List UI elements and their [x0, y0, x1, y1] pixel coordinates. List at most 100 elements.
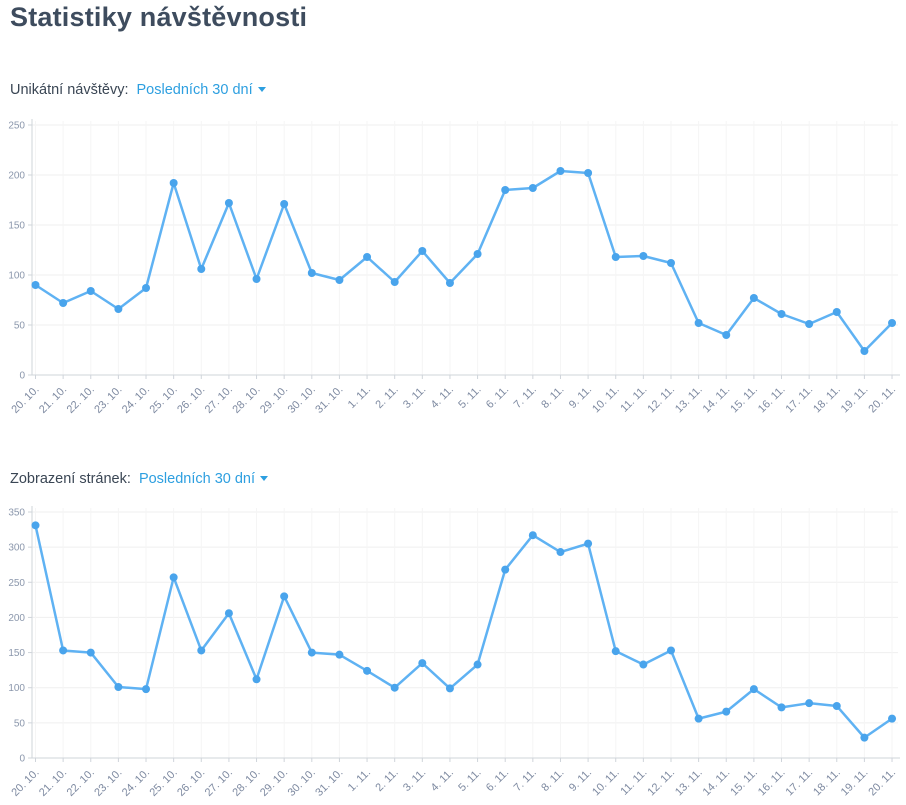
data-point[interactable]	[556, 548, 565, 557]
data-point[interactable]	[307, 648, 316, 657]
data-point[interactable]	[666, 646, 675, 655]
data-point[interactable]	[86, 648, 95, 657]
data-point[interactable]	[307, 269, 316, 277]
data-point[interactable]	[501, 565, 510, 574]
data-point[interactable]	[832, 701, 841, 710]
data-point[interactable]	[390, 278, 399, 286]
data-point[interactable]	[224, 609, 233, 618]
x-axis-label: 24. 10.	[120, 767, 152, 799]
data-point[interactable]	[888, 714, 897, 723]
x-axis-label: 25. 10.	[147, 384, 179, 416]
data-point[interactable]	[197, 265, 206, 273]
x-axis-label: 27. 10.	[203, 767, 235, 799]
data-point[interactable]	[390, 683, 399, 692]
data-point[interactable]	[722, 707, 731, 716]
data-point[interactable]	[611, 253, 620, 261]
data-point[interactable]	[805, 699, 814, 708]
x-axis-label: 17. 11.	[784, 384, 816, 416]
data-point[interactable]	[777, 310, 786, 318]
data-point[interactable]	[722, 331, 731, 339]
data-point[interactable]	[363, 666, 372, 675]
x-axis-label: 22. 10.	[65, 767, 97, 799]
data-point[interactable]	[31, 521, 40, 530]
x-axis-label: 22. 10.	[65, 384, 97, 416]
data-point[interactable]	[252, 275, 261, 283]
data-point[interactable]	[363, 253, 372, 261]
data-point[interactable]	[584, 169, 593, 177]
data-point[interactable]	[142, 284, 151, 292]
x-axis-label: 7. 11.	[512, 384, 539, 411]
data-point[interactable]	[749, 294, 758, 302]
y-axis-label: 0	[19, 371, 25, 382]
x-axis-label: 11. 11.	[618, 384, 649, 415]
data-point[interactable]	[142, 685, 151, 694]
data-point[interactable]	[666, 259, 675, 267]
x-axis-label: 14. 11.	[701, 767, 733, 799]
y-axis-label: 250	[8, 121, 25, 132]
data-point[interactable]	[473, 660, 482, 669]
x-axis-label: 26. 10.	[175, 384, 207, 416]
x-axis-label: 27. 10.	[203, 384, 235, 416]
period-dropdown[interactable]: Posledních 30 dní	[139, 471, 269, 487]
data-point[interactable]	[445, 684, 454, 693]
data-point[interactable]	[335, 276, 344, 284]
data-point[interactable]	[860, 347, 869, 355]
x-axis-label: 4. 11.	[429, 384, 456, 411]
x-axis-label: 5. 11.	[456, 384, 483, 411]
data-point[interactable]	[639, 252, 648, 260]
x-axis-label: 23. 10.	[92, 384, 124, 416]
x-axis-label: 20. 11.	[866, 767, 898, 799]
x-axis-label: 12. 11.	[645, 767, 677, 799]
data-point[interactable]	[777, 703, 786, 712]
period-dropdown[interactable]: Posledních 30 dní	[137, 82, 266, 98]
data-point[interactable]	[418, 659, 427, 668]
data-point[interactable]	[749, 685, 758, 694]
data-point[interactable]	[418, 247, 427, 255]
data-point[interactable]	[59, 299, 68, 307]
data-point[interactable]	[528, 531, 537, 540]
data-point[interactable]	[832, 308, 841, 316]
data-point[interactable]	[501, 186, 510, 194]
data-point[interactable]	[639, 660, 648, 669]
line-series	[34, 169, 894, 353]
data-point[interactable]	[528, 184, 537, 192]
data-point[interactable]	[252, 675, 261, 684]
data-point[interactable]	[280, 592, 289, 601]
data-point[interactable]	[694, 319, 703, 327]
data-point[interactable]	[169, 179, 178, 187]
data-point[interactable]	[473, 250, 482, 258]
data-point[interactable]	[280, 200, 289, 208]
data-point[interactable]	[224, 199, 233, 207]
x-axis-label: 30. 10.	[286, 767, 318, 799]
x-axis-label: 29. 10.	[258, 384, 290, 416]
x-axis-label: 1. 11.	[346, 767, 373, 794]
x-axis-label: 3. 11.	[401, 767, 428, 794]
chevron-down-icon	[257, 87, 266, 92]
x-axis-label: 30. 10.	[286, 384, 318, 416]
data-point[interactable]	[169, 573, 178, 582]
x-axis-label: 16. 11.	[756, 767, 788, 799]
data-point[interactable]	[59, 646, 68, 655]
chart-title-label: Unikátní návštěvy:	[10, 82, 129, 98]
x-axis-label: 25. 10.	[147, 767, 179, 799]
x-axis-label: 31. 10.	[313, 767, 345, 799]
data-point[interactable]	[31, 281, 40, 289]
x-axis-label: 10. 11.	[590, 384, 622, 416]
data-point[interactable]	[197, 646, 206, 655]
data-point[interactable]	[805, 320, 814, 328]
data-point[interactable]	[445, 279, 454, 287]
x-axis-label: 20. 10.	[9, 384, 41, 416]
data-point[interactable]	[114, 683, 123, 692]
data-point[interactable]	[584, 539, 593, 548]
data-point[interactable]	[556, 167, 565, 175]
x-axis-label: 26. 10.	[175, 767, 207, 799]
data-point[interactable]	[888, 319, 897, 327]
data-point[interactable]	[114, 305, 123, 313]
y-axis-label: 50	[14, 718, 26, 729]
data-point[interactable]	[860, 733, 869, 742]
data-point[interactable]	[335, 650, 344, 659]
data-point[interactable]	[611, 647, 620, 656]
data-point[interactable]	[86, 287, 95, 295]
data-point[interactable]	[694, 714, 703, 723]
x-axis-label: 21. 10.	[37, 384, 69, 416]
